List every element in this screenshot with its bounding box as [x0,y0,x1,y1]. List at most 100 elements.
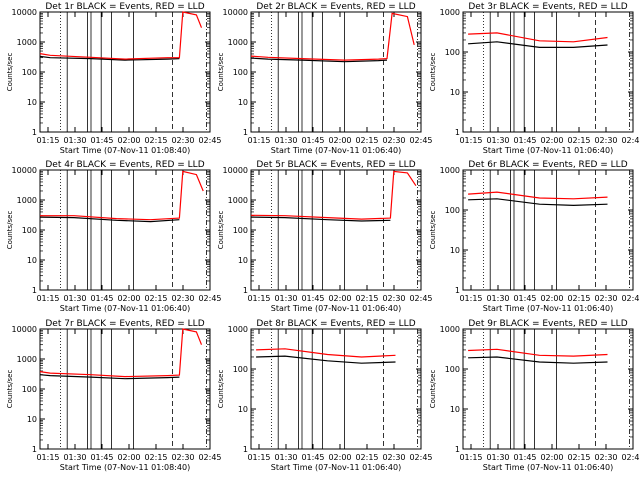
y-tick-label: 1000 [228,325,248,334]
y-tick-label: 1 [455,286,460,295]
x-tick-label: 01:30 [274,453,297,462]
x-tick-label: 02:45 [409,294,432,303]
y-tick-label: 1000 [440,325,460,334]
y-tick-label: 100 [22,385,37,394]
x-axis-label: Start Time (07-Nov-11 01:06:40) [271,146,401,155]
chart-panel-4: Det 4r BLACK = Events, RED = LLD 1 10 100 10… [6,160,222,313]
y-tick-label: 10000 [12,325,37,334]
y-tick-label: 10 [27,98,37,107]
series-line-lld [468,348,608,357]
plot-frame [250,328,422,450]
x-tick-label: 02:15 [355,136,378,145]
chart-panel-5: Det 5r BLACK = Events, RED = LLD 1 10 100 10… [217,160,433,313]
x-tick-label: 02:00 [540,294,563,303]
series-line-events [256,355,396,364]
x-tick-label: 02:00 [328,294,351,303]
x-tick-label: 01:45 [513,453,536,462]
x-tick-label: 01:30 [274,294,297,303]
y-tick-label: 100 [22,226,37,235]
y-tick-label: 10000 [12,8,37,17]
y-tick-label: 10 [238,98,248,107]
y-tick-label: 1000 [17,355,37,364]
y-tick-label: 100 [233,68,248,77]
x-axis-label: Start Time (07-Nov-11 01:06:40) [271,304,401,313]
x-tick-label: 01:15 [459,453,482,462]
x-tick-label: 02:15 [144,294,167,303]
x-tick-label: 01:45 [301,453,324,462]
x-tick-label: 02:30 [594,453,617,462]
y-tick-label: 1000 [228,38,248,47]
y-tick-label: 10 [450,88,460,97]
x-tick-label: 02:00 [117,453,140,462]
x-tick-label: 02:15 [355,453,378,462]
x-tick-label: 02:00 [328,136,351,145]
y-tick-label: 10000 [223,8,248,17]
x-tick-label: 02:00 [117,294,140,303]
x-tick-label: 02:15 [567,453,590,462]
series-line-events [39,55,180,61]
y-axis-label: Counts/sec [429,370,437,409]
x-tick-label: 02:45 [198,136,221,145]
plot-frame [39,11,211,133]
x-tick-label: 02:45 [621,453,640,462]
x-tick-label: 02:15 [355,294,378,303]
y-tick-label: 1000 [17,196,37,205]
y-tick-label: 10 [238,256,248,265]
y-tick-label: 10000 [223,166,248,175]
x-tick-label: 02:45 [198,453,221,462]
y-tick-label: 1 [32,128,37,137]
y-tick-label: 10 [450,246,460,255]
x-tick-label: 02:00 [540,136,563,145]
y-tick-label: 100 [445,206,460,215]
x-tick-label: 01:45 [301,294,324,303]
y-tick-label: 1 [32,445,37,454]
y-tick-label: 1000 [228,196,248,205]
x-tick-label: 02:30 [171,136,194,145]
series-line-lld [39,328,203,378]
x-tick-label: 02:15 [144,136,167,145]
y-axis-label: Counts/sec [6,211,14,250]
y-axis-label: Counts/sec [429,53,437,92]
y-tick-label: 100 [445,48,460,57]
y-tick-label: 1 [455,128,460,137]
chart-title: Det 9r BLACK = Events, RED = LLD [468,319,627,329]
x-tick-label: 01:45 [301,136,324,145]
chart-panel-1: Det 1r BLACK = Events, RED = LLD 1 10 100 10… [6,2,222,155]
x-tick-label: 01:30 [63,453,86,462]
x-axis-label: Start Time (07-Nov-11 01:08:40) [60,146,190,155]
y-tick-label: 100 [233,226,248,235]
y-tick-label: 100 [233,365,248,374]
x-tick-label: 02:30 [382,453,405,462]
y-tick-label: 1000 [440,166,460,175]
x-tick-label: 02:00 [328,453,351,462]
y-axis-label: Counts/sec [429,211,437,250]
y-tick-label: 1 [243,445,248,454]
chart-panel-2: Det 2r BLACK = Events, RED = LLD 1 10 100 10… [217,2,433,155]
chart-title: Det 3r BLACK = Events, RED = LLD [468,2,627,12]
y-axis-label: Counts/sec [217,211,225,250]
x-tick-label: 01:15 [36,136,59,145]
y-tick-label: 10 [27,415,37,424]
series-line-lld [39,11,203,60]
x-tick-label: 01:45 [513,136,536,145]
series-line-lld [40,170,204,221]
chart-title: Det 7r BLACK = Events, RED = LLD [45,319,204,329]
y-tick-label: 10 [27,256,37,265]
x-tick-label: 01:30 [486,453,509,462]
x-tick-label: 01:45 [513,294,536,303]
series-line-lld [250,12,415,61]
x-tick-label: 01:30 [274,136,297,145]
series-line-events [39,374,180,380]
x-axis-label: Start Time (07-Nov-11 01:08:40) [60,463,190,472]
chart-title: Det 5r BLACK = Events, RED = LLD [256,160,415,170]
y-tick-label: 1000 [440,8,460,17]
series-line-lld [256,348,396,358]
x-tick-label: 01:15 [459,136,482,145]
x-tick-label: 01:15 [247,453,270,462]
plot-frame [250,169,422,291]
x-tick-label: 02:00 [117,136,140,145]
y-axis-label: Counts/sec [6,53,14,92]
x-tick-label: 02:30 [382,136,405,145]
chart-title: Det 1r BLACK = Events, RED = LLD [45,2,204,12]
